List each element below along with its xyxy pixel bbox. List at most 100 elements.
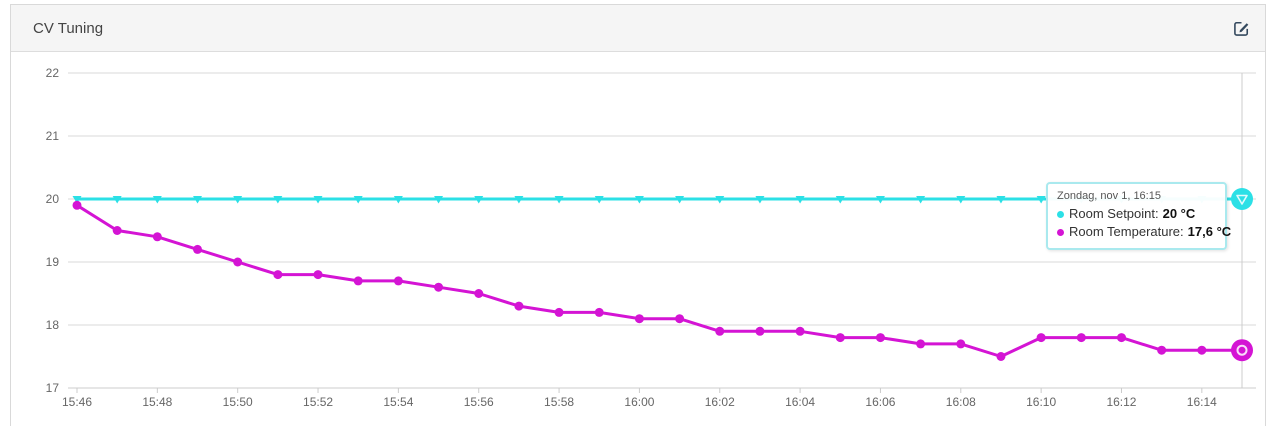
marker-circle <box>112 226 122 235</box>
series-line <box>76 204 1242 358</box>
marker-triangle-down <box>313 196 323 204</box>
temperature-bullet-icon <box>1057 228 1064 236</box>
marker-circle <box>393 276 403 286</box>
marker-circle <box>152 232 162 242</box>
svg-text:19: 19 <box>46 255 60 269</box>
y-axis-labels: 17 18 19 20 21 22 <box>46 66 60 395</box>
svg-text:22: 22 <box>46 66 60 80</box>
svg-text:15:56: 15:56 <box>464 395 494 409</box>
svg-text:15:52: 15:52 <box>303 395 333 409</box>
x-axis-labels: 15:46 15:48 15:50 15:52 15:54 15:56 15:58 16:00… <box>62 395 1217 409</box>
marker-circle <box>1116 333 1126 343</box>
marker-circle <box>795 326 805 336</box>
marker-circle <box>1076 333 1086 343</box>
marker-circle <box>233 257 243 267</box>
tooltip-row-setpoint: Room Setpoint: 20 °C <box>1057 205 1216 223</box>
svg-text:17: 17 <box>46 381 60 395</box>
tooltip-temperature-label: Room Temperature: <box>1069 224 1184 239</box>
svg-text:15:58: 15:58 <box>544 395 574 409</box>
marker-triangle-down <box>715 196 725 204</box>
tooltip-row-temperature: Room Temperature: 17,6 °C <box>1057 223 1231 241</box>
marker-triangle-down <box>996 196 1006 204</box>
marker-circle <box>514 301 524 311</box>
marker-triangle-down <box>193 196 203 204</box>
marker-triangle-down <box>594 196 604 204</box>
svg-text:15:48: 15:48 <box>142 395 172 409</box>
svg-text:16:00: 16:00 <box>624 395 654 409</box>
svg-text:20: 20 <box>46 192 60 206</box>
marker-circle <box>916 339 926 349</box>
marker-circle <box>1036 333 1046 343</box>
cv-tuning-panel: CV Tuning 17 18 19 20 21 22 15:46 15:48 15:50 15:… <box>10 4 1266 426</box>
marker-circle <box>434 282 444 292</box>
svg-text:16:12: 16:12 <box>1106 395 1136 409</box>
svg-text:21: 21 <box>46 129 60 143</box>
marker-circle <box>956 339 966 349</box>
marker-circle <box>273 270 283 280</box>
marker-circle <box>715 326 725 336</box>
marker-triangle-down <box>474 196 484 204</box>
svg-text:16:14: 16:14 <box>1187 395 1217 409</box>
chart-tooltip: Zondag, nov 1, 16:15 Room Setpoint: 20 °… <box>1046 182 1231 250</box>
marker-circle <box>996 352 1006 361</box>
setpoint-bullet-icon <box>1057 210 1064 218</box>
svg-text:16:10: 16:10 <box>1026 395 1056 409</box>
marker-triangle-down <box>956 196 966 204</box>
chart-area: 17 18 19 20 21 22 15:46 15:48 15:50 15:52 15:54 15:… <box>11 52 1265 425</box>
marker-triangle-down <box>835 196 845 204</box>
marker-triangle-down <box>634 196 644 204</box>
marker-circle <box>835 333 845 343</box>
tooltip-setpoint-value: 20 °C <box>1162 206 1196 221</box>
tooltip-setpoint-label: Room Setpoint: <box>1069 206 1159 221</box>
hover-marker-room-setpoint[interactable] <box>1231 188 1253 210</box>
marker-triangle-down <box>875 196 885 204</box>
marker-circle <box>474 289 484 298</box>
tooltip-header: Zondag, nov 1, 16:15 <box>1057 190 1161 202</box>
hover-marker-room-temperature[interactable] <box>1231 339 1253 362</box>
svg-text:16:02: 16:02 <box>705 395 735 409</box>
marker-triangle-down <box>1036 196 1046 204</box>
marker-triangle-down <box>393 196 403 204</box>
marker-circle <box>1197 345 1207 355</box>
marker-triangle-down <box>554 196 564 204</box>
svg-text:15:54: 15:54 <box>383 395 413 409</box>
svg-text:16:06: 16:06 <box>865 395 895 409</box>
panel-title: CV Tuning <box>33 19 104 37</box>
tooltip-temperature-value: 17,6 °C <box>1187 224 1232 239</box>
marker-triangle-down <box>72 196 82 204</box>
svg-text:18: 18 <box>46 318 60 332</box>
marker-triangle-down <box>353 196 363 204</box>
marker-triangle-down <box>795 196 805 204</box>
marker-circle <box>875 333 885 343</box>
series-room-temperature[interactable] <box>72 200 1243 361</box>
marker-circle <box>313 270 323 280</box>
panel-header: CV Tuning <box>11 5 1265 52</box>
marker-circle <box>675 314 685 324</box>
marker-circle <box>554 307 564 317</box>
marker-triangle-down <box>514 196 524 204</box>
marker-circle <box>1157 345 1167 355</box>
marker-circle <box>755 326 765 336</box>
svg-text:15:50: 15:50 <box>223 395 253 409</box>
marker-circle <box>193 244 203 254</box>
marker-triangle-down <box>434 196 444 204</box>
marker-circle <box>72 200 82 210</box>
marker-triangle-down <box>273 196 283 204</box>
marker-triangle-down <box>112 196 122 204</box>
marker-triangle-down <box>675 196 685 204</box>
marker-triangle-down <box>152 196 162 204</box>
svg-text:16:08: 16:08 <box>946 395 976 409</box>
svg-text:15:46: 15:46 <box>62 395 92 409</box>
edit-icon-glyph <box>1233 21 1248 36</box>
marker-triangle-down <box>916 196 926 204</box>
marker-triangle-down <box>233 196 243 204</box>
svg-text:16:04: 16:04 <box>785 395 815 409</box>
x-axis-ticks <box>76 388 1203 393</box>
marker-circle <box>353 276 363 286</box>
marker-circle <box>594 307 604 317</box>
marker-circle <box>634 314 644 324</box>
edit-icon[interactable] <box>1231 18 1251 38</box>
marker-triangle-down <box>755 196 765 204</box>
